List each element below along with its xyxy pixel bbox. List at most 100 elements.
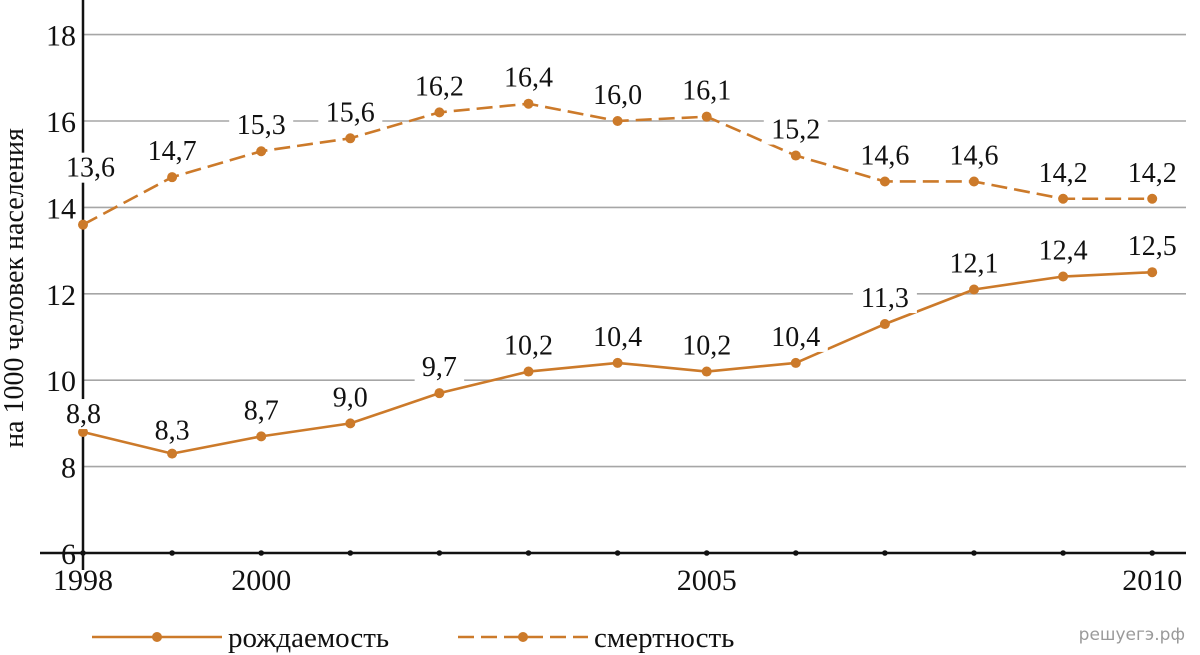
data-label-bg xyxy=(763,114,828,145)
data-point xyxy=(167,172,178,183)
data-label: 9,0 xyxy=(333,382,368,413)
y-axis-title: на 1000 человек населения xyxy=(0,128,30,448)
x-tick-label: 1998 xyxy=(53,564,113,597)
data-label-bg xyxy=(1031,235,1096,266)
data-label: 16,1 xyxy=(682,76,731,107)
data-label: 9,7 xyxy=(422,352,457,383)
data-point xyxy=(1058,193,1069,204)
data-label-bg xyxy=(942,140,1006,171)
data-label-bg xyxy=(63,399,113,430)
data-label-bg xyxy=(318,97,383,128)
data-point xyxy=(345,133,356,144)
data-label: 8,7 xyxy=(244,395,279,426)
data-point xyxy=(78,427,88,438)
data-label-bg xyxy=(674,330,739,361)
x-tick-mark xyxy=(1149,550,1155,556)
data-label: 8,3 xyxy=(155,416,190,447)
data-labels: 8,8 8,3 8,7 9,0 9,7 10,2 10,4 10,2 10,4 11,3 12,1 1… xyxy=(63,62,1185,447)
x-tick-mark xyxy=(169,550,175,556)
data-point xyxy=(1147,267,1158,278)
data-point xyxy=(345,418,356,429)
x-tick-label: 2005 xyxy=(677,564,737,597)
data-point xyxy=(612,357,623,368)
y-tick-label: 16 xyxy=(46,106,76,139)
data-label: 8,8 xyxy=(66,399,101,430)
data-label: 15,6 xyxy=(326,97,375,128)
data-point xyxy=(969,176,979,187)
x-tick-label: 2000 xyxy=(231,564,291,597)
data-label: 16,0 xyxy=(593,80,642,111)
data-label: 14,7 xyxy=(148,136,197,167)
data-label-bg xyxy=(1031,157,1096,188)
legend-label: смертность xyxy=(594,622,734,654)
y-tick-label: 6 xyxy=(61,538,76,571)
axes: 6 8 10 12 14 16 18 1998 2000 2005 2010 на 1000 чело… xyxy=(0,0,1186,597)
data-label-bg xyxy=(674,75,739,106)
x-tick-label: 2010 xyxy=(1122,564,1182,597)
data-label-bg xyxy=(325,382,376,413)
y-tick-label: 10 xyxy=(46,365,76,398)
x-tick-mark xyxy=(703,550,710,556)
data-label-bg xyxy=(852,283,917,314)
data-label: 10,4 xyxy=(771,322,820,353)
legend-label: рождаемость xyxy=(228,622,389,654)
data-label-bg xyxy=(229,110,294,141)
watermark: решуегэ.рф xyxy=(1079,625,1185,645)
data-point xyxy=(434,107,445,118)
data-point xyxy=(701,366,712,377)
data-point xyxy=(167,448,178,459)
x-tick-mark xyxy=(347,550,354,556)
legend: рождаемость смертность xyxy=(92,622,734,654)
data-label: 10,2 xyxy=(504,331,553,362)
data-label-bg xyxy=(496,62,561,93)
data-point xyxy=(434,388,445,399)
data-label-bg xyxy=(63,152,127,183)
data-point xyxy=(523,366,534,377)
x-tick-mark xyxy=(525,550,532,556)
data-label: 12,4 xyxy=(1039,236,1088,267)
data-label: 14,2 xyxy=(1128,158,1177,189)
data-point xyxy=(78,219,88,230)
y-tick-label: 14 xyxy=(46,192,76,225)
data-point xyxy=(1147,193,1158,204)
data-label: 16,4 xyxy=(504,63,553,94)
x-tick-mark xyxy=(436,550,443,556)
data-label: 15,2 xyxy=(771,115,820,146)
x-tick-mark xyxy=(1060,550,1066,556)
legend-marker xyxy=(518,632,528,642)
data-point xyxy=(790,150,801,161)
data-point xyxy=(612,116,623,126)
x-tick-mark xyxy=(882,550,888,556)
data-label-bg xyxy=(1120,231,1185,262)
data-point xyxy=(1058,271,1069,282)
data-point xyxy=(969,284,979,295)
data-label-bg xyxy=(763,321,828,352)
y-tick-label: 8 xyxy=(61,452,76,485)
x-tick-mark xyxy=(80,550,86,556)
x-tick-mark xyxy=(614,550,621,556)
data-label: 10,2 xyxy=(682,331,731,362)
data-point xyxy=(256,146,267,157)
data-point xyxy=(523,98,534,109)
y-tick-label: 12 xyxy=(46,279,76,312)
data-point xyxy=(790,357,801,368)
x-tick-mark xyxy=(971,550,977,556)
data-label-bg xyxy=(496,330,561,361)
x-tick-mark xyxy=(793,550,799,556)
data-point xyxy=(879,319,890,330)
data-label-bg xyxy=(585,321,650,352)
data-label: 15,3 xyxy=(237,110,286,141)
data-label: 11,3 xyxy=(861,283,909,314)
data-point xyxy=(256,431,267,442)
data-label-bg xyxy=(942,248,1006,279)
legend-marker xyxy=(152,632,162,642)
data-label-bg xyxy=(852,140,917,171)
data-label: 14,6 xyxy=(950,140,999,171)
data-label: 12,5 xyxy=(1128,231,1177,262)
data-label-bg xyxy=(414,352,465,383)
data-label-bg xyxy=(140,136,205,167)
data-label-bg xyxy=(407,71,472,102)
data-label: 14,2 xyxy=(1039,158,1088,189)
data-label: 16,2 xyxy=(415,71,464,102)
